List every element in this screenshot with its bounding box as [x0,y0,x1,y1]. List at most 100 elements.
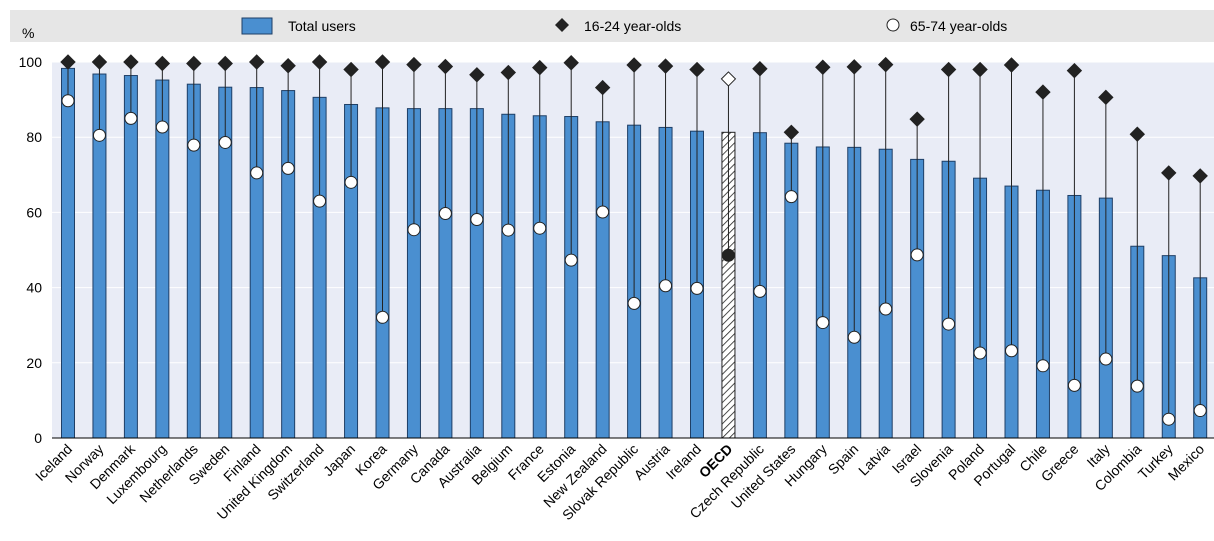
senior-marker [187,138,201,152]
senior-marker [218,135,232,149]
senior-marker [1036,359,1050,373]
senior-marker [250,166,264,180]
x-tick-label: Ireland [663,441,705,483]
youth-marker [594,79,611,96]
legend-swatch-bar [241,17,273,35]
youth-marker [563,55,579,71]
senior-marker [407,223,421,237]
y-axis-ticks: 0 20 40 60 80 100 [19,54,43,446]
youth-marker [1066,62,1083,79]
markers [60,54,1208,426]
x-axis-labels: IcelandNorwayDenmarkLuxembourgNetherland… [32,440,1208,523]
y-tick-label: 60 [26,204,42,220]
senior-marker [124,111,138,125]
legend-swatch-diamond [555,18,569,32]
youth-marker [1192,168,1208,184]
y-unit-label: % [22,25,34,41]
senior-marker [155,120,169,134]
senior-marker [1130,379,1144,393]
youth-marker [657,58,674,74]
senior-marker [596,205,610,219]
youth-marker [626,57,642,73]
youth-marker [720,71,737,87]
senior-marker [816,316,830,330]
senior-marker [910,248,924,262]
youth-marker [91,54,108,70]
bars [61,67,1208,439]
youth-marker [1161,165,1177,181]
x-tick-label: Japan [320,441,358,479]
youth-marker [1098,89,1114,106]
youth-marker [815,59,831,75]
senior-marker [847,330,861,344]
youth-marker [60,54,76,70]
youth-marker [186,55,202,72]
youth-marker [280,58,296,74]
youth-marker [311,54,328,70]
senior-marker [753,284,767,298]
youth-marker [909,111,925,127]
bar-luxembourg [155,79,170,439]
senior-marker [690,281,704,295]
y-tick-label: 100 [19,54,43,70]
x-tick-label: Mexico [1165,441,1208,484]
senior-marker [721,248,735,262]
youth-marker [406,56,422,73]
youth-marker [437,58,454,75]
senior-marker [1193,404,1207,418]
senior-marker [659,279,673,293]
senior-marker [942,317,956,331]
youth-marker [123,54,139,70]
youth-marker [374,54,391,70]
youth-marker [248,54,265,70]
bar-denmark [123,75,138,439]
y-tick-label: 80 [26,129,42,145]
legend: Total users 16-24 year-olds 65-74 year-o… [10,10,1214,42]
legend-label-senior: 65-74 year-olds [910,18,1007,34]
senior-marker [1162,412,1176,426]
youth-marker [532,59,548,76]
youth-marker [154,55,171,72]
senior-marker [1067,378,1081,392]
senior-marker [627,296,641,310]
y-tick-label: 20 [26,355,42,371]
senior-marker [564,253,578,267]
senior-marker [92,128,106,142]
senior-marker [438,207,452,221]
senior-marker [533,221,547,235]
legend-swatch-circle [886,18,900,32]
senior-marker [470,213,484,227]
legend-label-total: Total users [288,18,356,34]
senior-marker [313,194,327,208]
senior-marker [281,161,295,175]
senior-marker [61,94,75,108]
legend-background [10,10,1214,42]
x-tick-label: Latvia [855,441,893,479]
youth-marker [217,55,233,72]
youth-marker [752,61,768,77]
youth-marker [469,67,485,83]
senior-marker [784,190,798,204]
senior-marker [501,223,515,237]
youth-marker [343,61,359,78]
youth-marker [940,61,957,78]
senior-marker [344,175,358,189]
legend-label-youth: 16-24 year-olds [584,18,681,34]
y-tick-label: 0 [34,430,42,446]
x-tick-label: Austria [631,441,673,483]
bar-iceland [61,67,75,439]
youth-marker [972,61,988,78]
youth-marker [783,124,800,141]
youth-marker [877,56,894,73]
youth-marker [1035,84,1051,100]
senior-marker [879,302,893,316]
senior-marker [973,346,987,360]
senior-marker [376,310,389,324]
x-tick-label: Spain [825,441,862,478]
youth-marker [846,59,862,75]
senior-marker [1005,344,1018,358]
youth-marker [1129,126,1146,142]
youth-marker [1003,57,1020,73]
senior-marker [1099,352,1113,366]
